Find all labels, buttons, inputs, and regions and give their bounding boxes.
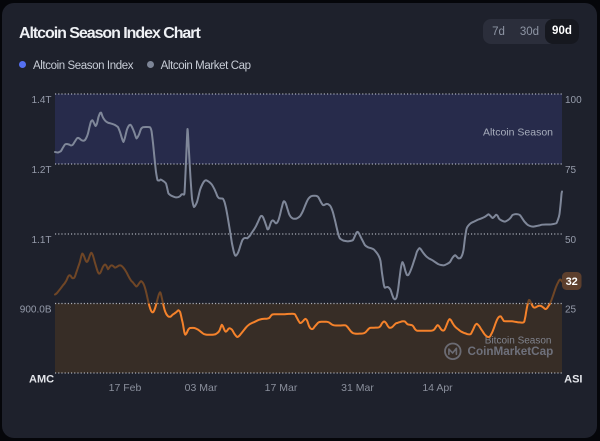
- svg-text:32: 32: [566, 276, 578, 288]
- svg-text:17 Feb: 17 Feb: [109, 382, 142, 394]
- svg-text:1.4T: 1.4T: [31, 95, 51, 106]
- svg-text:14 Apr: 14 Apr: [422, 382, 453, 394]
- svg-text:50: 50: [565, 235, 577, 246]
- svg-text:1.1T: 1.1T: [31, 235, 51, 246]
- svg-text:AMC: AMC: [29, 374, 54, 386]
- svg-text:31 Mar: 31 Mar: [341, 382, 374, 394]
- svg-text:900.0B: 900.0B: [20, 305, 52, 316]
- svg-text:100: 100: [565, 95, 582, 106]
- svg-text:ASI: ASI: [564, 374, 582, 386]
- svg-text:75: 75: [565, 165, 577, 176]
- svg-text:17 Mar: 17 Mar: [265, 382, 298, 394]
- svg-text:CoinMarketCap: CoinMarketCap: [468, 345, 554, 358]
- svg-text:Bitcoin Season: Bitcoin Season: [485, 336, 552, 347]
- svg-text:25: 25: [565, 305, 577, 316]
- svg-text:03 Mar: 03 Mar: [185, 382, 218, 394]
- svg-text:1.2T: 1.2T: [31, 165, 51, 176]
- svg-text:Altcoin Season: Altcoin Season: [483, 127, 553, 139]
